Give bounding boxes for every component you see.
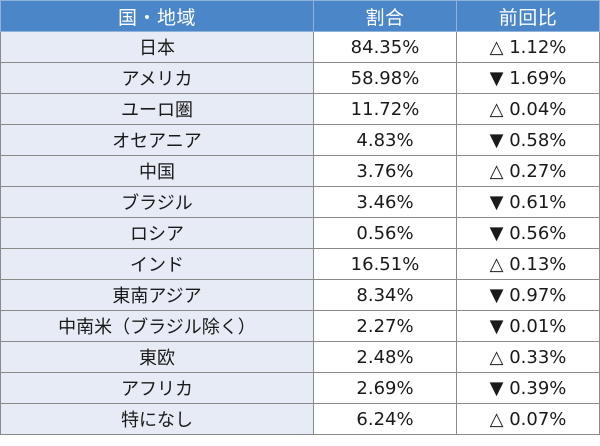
ratio-cell: 3.76%: [313, 155, 457, 187]
country-cell: 中南米（ブラジル除く）: [0, 310, 314, 342]
change-cell: ▼ 0.01%: [456, 310, 600, 342]
ratio-cell: 58.98%: [313, 62, 457, 94]
change-cell: △ 0.33%: [456, 341, 600, 373]
country-cell: 特になし: [0, 403, 314, 435]
country-cell: インド: [0, 248, 314, 280]
country-cell: ユーロ圏: [0, 93, 314, 125]
ratio-cell: 2.48%: [313, 341, 457, 373]
table-row: アメリカ 58.98% ▼ 1.69%: [0, 62, 600, 94]
table-row: ブラジル 3.46% ▼ 0.61%: [0, 186, 600, 218]
ratio-cell: 2.27%: [313, 310, 457, 342]
country-cell: 東南アジア: [0, 279, 314, 311]
country-cell: アフリカ: [0, 372, 314, 404]
change-cell: ▼ 1.69%: [456, 62, 600, 94]
header-ratio: 割合: [313, 0, 457, 32]
country-cell: 東欧: [0, 341, 314, 373]
change-cell: ▼ 0.56%: [456, 217, 600, 249]
change-cell: ▼ 0.61%: [456, 186, 600, 218]
header-country: 国・地域: [0, 0, 314, 32]
table-row: 中国 3.76% △ 0.27%: [0, 155, 600, 187]
change-cell: △ 0.04%: [456, 93, 600, 125]
ratio-cell: 11.72%: [313, 93, 457, 125]
country-cell: 中国: [0, 155, 314, 187]
table-body: 日本 84.35% △ 1.12% アメリカ 58.98% ▼ 1.69% ユーロ圏 11.7…: [0, 31, 600, 435]
ratio-cell: 84.35%: [313, 31, 457, 63]
data-table: 国・地域 割合 前回比 日本 84.35% △ 1.12% アメリカ 58.98% ▼ 1…: [0, 0, 600, 435]
change-cell: ▼ 0.58%: [456, 124, 600, 156]
ratio-cell: 6.24%: [313, 403, 457, 435]
table-row: アフリカ 2.69% ▼ 0.39%: [0, 372, 600, 404]
table-row: オセアニア 4.83% ▼ 0.58%: [0, 124, 600, 156]
table-row: 日本 84.35% △ 1.12%: [0, 31, 600, 63]
table-row: インド 16.51% △ 0.13%: [0, 248, 600, 280]
change-cell: △ 0.27%: [456, 155, 600, 187]
header-change: 前回比: [456, 0, 600, 32]
country-cell: ロシア: [0, 217, 314, 249]
country-cell: オセアニア: [0, 124, 314, 156]
table-row: 中南米（ブラジル除く） 2.27% ▼ 0.01%: [0, 310, 600, 342]
country-cell: 日本: [0, 31, 314, 63]
change-cell: △ 1.12%: [456, 31, 600, 63]
ratio-cell: 2.69%: [313, 372, 457, 404]
ratio-cell: 0.56%: [313, 217, 457, 249]
change-cell: ▼ 0.39%: [456, 372, 600, 404]
table-row: 東欧 2.48% △ 0.33%: [0, 341, 600, 373]
ratio-cell: 8.34%: [313, 279, 457, 311]
ratio-cell: 4.83%: [313, 124, 457, 156]
table-header: 国・地域 割合 前回比: [0, 0, 600, 32]
table-row: 東南アジア 8.34% ▼ 0.97%: [0, 279, 600, 311]
country-cell: ブラジル: [0, 186, 314, 218]
change-cell: △ 0.07%: [456, 403, 600, 435]
ratio-cell: 16.51%: [313, 248, 457, 280]
header-row: 国・地域 割合 前回比: [0, 0, 600, 32]
table-row: ロシア 0.56% ▼ 0.56%: [0, 217, 600, 249]
change-cell: △ 0.13%: [456, 248, 600, 280]
country-cell: アメリカ: [0, 62, 314, 94]
ratio-cell: 3.46%: [313, 186, 457, 218]
change-cell: ▼ 0.97%: [456, 279, 600, 311]
table-row: 特になし 6.24% △ 0.07%: [0, 403, 600, 435]
table-row: ユーロ圏 11.72% △ 0.04%: [0, 93, 600, 125]
